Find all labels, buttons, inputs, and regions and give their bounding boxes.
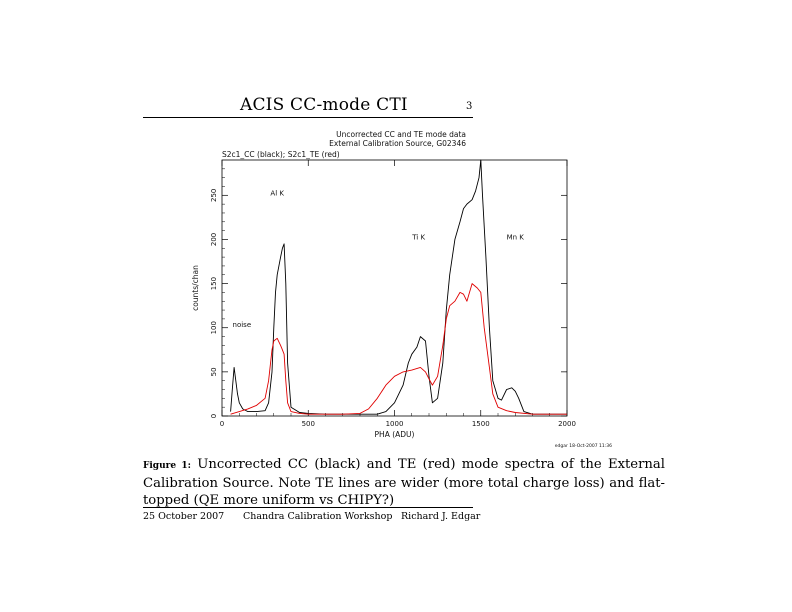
y-tick-label: 100 [210, 321, 218, 334]
y-tick-label: 250 [210, 189, 218, 202]
plot-frame [221, 159, 568, 417]
x-tick-label: 500 [302, 420, 315, 428]
y-tick-label: 200 [210, 233, 218, 246]
y-axis-label: counts/chan [191, 265, 200, 311]
y-tick-label: 50 [210, 367, 218, 376]
x-tick-label: 1000 [386, 420, 404, 428]
caption-label: Figure 1: [143, 461, 191, 471]
annotation-ti-k: Ti K [411, 233, 425, 241]
annotation-noise: noise [233, 321, 252, 329]
chart-subtitle: S2c1_CC (black); S2c1_TE (red) [222, 150, 340, 159]
caption-text: Uncorrected CC (black) and TE (red) mode… [143, 457, 665, 508]
x-axis-label: PHA (ADU) [375, 430, 415, 439]
y-tick-label: 0 [210, 414, 218, 418]
chart-title-line-1: Uncorrected CC and TE mode data [336, 130, 466, 139]
annotation-al-k: Al K [270, 189, 284, 197]
footer-author: Richard J. Edgar [401, 511, 481, 522]
figure-caption: Figure 1: Uncorrected CC (black) and TE … [143, 456, 665, 509]
chart-title-line-2: External Calibration Source, G02346 [329, 139, 466, 148]
plot-stamp: edgar 18-Oct-2007 11:36 [555, 443, 612, 449]
series-te-line [230, 283, 567, 415]
footer-rule [143, 507, 473, 508]
x-tick-label: 1500 [472, 420, 490, 428]
x-tick-label: 0 [220, 420, 224, 428]
annotation-mn-k: Mn K [507, 233, 525, 241]
page-number: 3 [466, 101, 473, 112]
footer-date: 25 October 2007 [143, 511, 225, 522]
footer-event: Chandra Calibration Workshop [243, 511, 393, 522]
header-rule [143, 117, 473, 118]
header-title: ACIS CC-mode CTI [240, 95, 408, 115]
y-tick-label: 150 [210, 277, 218, 290]
series-cc-line [230, 159, 567, 415]
x-tick-label: 2000 [558, 420, 576, 428]
